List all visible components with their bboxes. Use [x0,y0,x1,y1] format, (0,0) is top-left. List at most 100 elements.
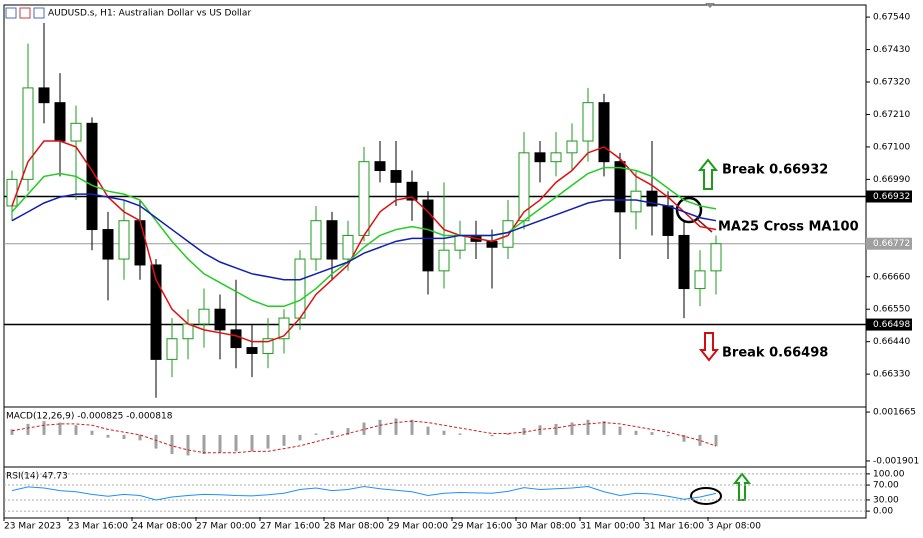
level-tag [866,318,912,331]
chart-title: AUDUSD.s, H1: Australian Dollar vs US Do… [48,9,251,19]
candle-body [710,243,722,272]
candle-body [310,220,322,260]
y-tick-label: 0.66660 [873,272,910,282]
frame [3,4,867,519]
y-tick-label: 0.67320 [873,78,910,88]
level-label: 0.66932 [873,192,910,202]
candle-body [150,264,162,360]
macd-signal [11,420,717,454]
candle-body [486,240,498,248]
up-arrow [697,158,719,190]
x-tick-label: 29 Mar 16:00 [452,522,512,532]
candle-body [614,161,626,213]
candle-body [566,140,578,154]
x-tick-label: 23 Mar 16:00 [68,522,128,532]
candle-body [406,181,418,201]
candle-body [598,102,610,163]
candle-body [630,190,642,213]
candle-body [422,199,434,272]
candle-body [118,220,130,260]
y-tick-label: 0.67430 [873,45,910,55]
x-tick-label: 29 Mar 00:00 [388,522,448,532]
icon [33,7,45,19]
down-arrow [698,332,720,362]
candle-body [550,152,562,163]
rsi-line [11,486,717,501]
y-tick-label: 30.00 [873,495,899,505]
candle-body [678,234,690,290]
annotation: Break 0.66932 [722,163,828,178]
candle-body [38,87,50,104]
icon [5,7,17,19]
candle-body [22,87,34,180]
y-tick-label: 0.67100 [873,142,910,152]
candle-body [278,317,290,340]
candle-body [358,161,370,236]
y-tick-label: -0.001901 [873,456,919,466]
candle-body [166,338,178,360]
x-tick-label: 31 Mar 16:00 [644,522,704,532]
y-tick-label: 0.67210 [873,110,910,120]
pointer-line [696,218,713,233]
candle-body [70,122,82,142]
annotation: Break 0.66498 [722,346,828,361]
candle-body [134,220,146,266]
candle-body [390,170,402,183]
x-tick-label: 30 Mar 08:00 [516,522,576,532]
x-tick-label: 23 Mar 2023 [4,522,61,532]
candle-body [214,308,226,331]
candle-body [262,338,274,354]
x-tick-label: 31 Mar 00:00 [580,522,640,532]
moving-average [11,193,717,281]
y-tick-label: 0.67540 [873,13,910,23]
candle-body [182,323,194,340]
title-icons [5,7,45,19]
level-tag [866,190,912,203]
annotation: MA25 Cross MA100 [718,220,859,235]
y-tick-label: 0.001665 [873,408,916,418]
current-price-tag [866,237,912,250]
y-tick-label: 0.66440 [873,337,910,347]
candle-body [54,102,66,142]
candle-body [582,102,594,142]
candle-body [694,270,706,290]
current-price-label: 0.66772 [873,239,910,249]
y-tick-label: 100.00 [873,469,905,479]
candle-body [294,258,306,319]
x-tick-label: 3 Apr 08:00 [708,522,761,532]
candle-body [646,190,658,207]
candle-body [102,229,114,260]
candle-body [230,329,242,349]
x-tick-label: 27 Mar 16:00 [260,522,320,532]
candle-body [326,220,338,260]
moving-average [11,166,717,308]
candle-body [6,178,18,207]
candle-body [342,234,354,260]
candle-body [198,308,210,325]
y-tick-label: 70.00 [873,481,899,491]
level-label: 0.66498 [873,320,910,330]
rsi-title: RSI(14) 47.73 [6,472,68,482]
candle-body [438,249,450,272]
candle-body [246,347,258,354]
x-tick-label: 24 Mar 08:00 [132,522,192,532]
candle-body [534,152,546,163]
x-tick-label: 27 Mar 00:00 [196,522,256,532]
y-tick-label: 0.66990 [873,175,910,185]
candle-body [518,152,530,222]
y-tick-label: 0.66550 [873,305,910,315]
y-tick-label: 0.66330 [873,370,910,380]
up-arrow [732,472,752,501]
candle-body [662,205,674,236]
rsi-circle [690,487,722,505]
x-tick-label: 28 Mar 08:00 [324,522,384,532]
macd-title: MACD(12,26,9) -0.000825 -0.000818 [6,412,173,422]
candle-body [502,220,514,248]
candle-body [86,122,98,231]
moving-average [11,140,717,343]
shift-marker [705,3,715,8]
candle-body [374,161,386,172]
icon [19,7,31,19]
